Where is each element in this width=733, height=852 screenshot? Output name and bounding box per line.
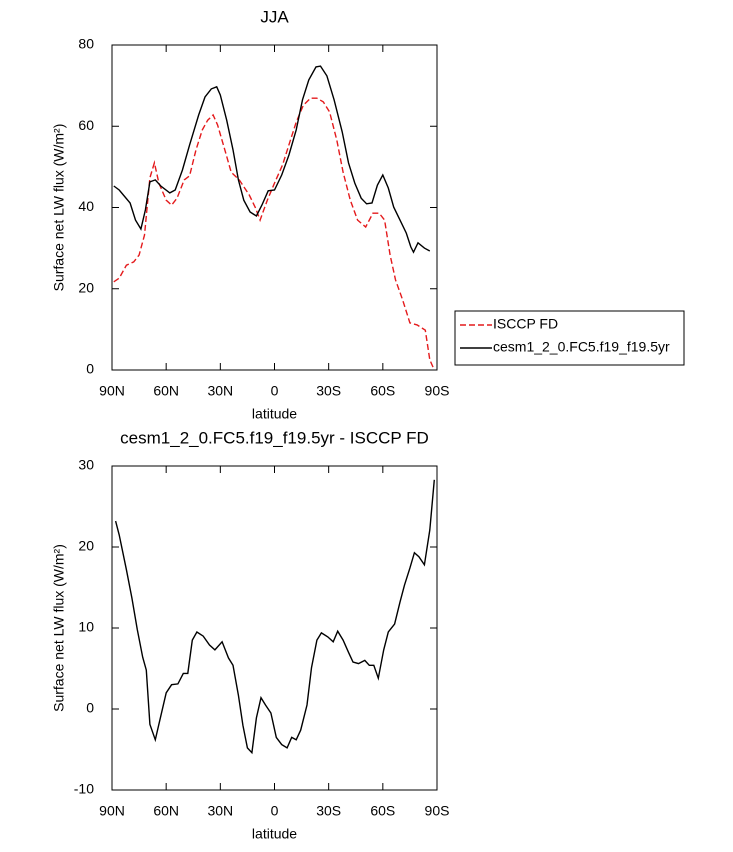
data-line <box>114 479 435 755</box>
plot-frame <box>111 465 438 791</box>
legend-box <box>454 310 685 366</box>
x-tick-label: 0 <box>271 383 279 399</box>
x-tick-label: 60N <box>153 383 179 399</box>
y-tick-label: 0 <box>86 361 94 377</box>
y-tick-label: 60 <box>78 117 94 133</box>
data-line <box>113 97 435 369</box>
y-tick-label: 30 <box>78 457 94 473</box>
x-tick-label: 30N <box>207 803 233 819</box>
chart-title: JJA <box>260 7 289 26</box>
x-tick-label: 90S <box>425 383 450 399</box>
x-tick-label: 60S <box>370 383 395 399</box>
x-tick-label: 60S <box>370 803 395 819</box>
x-tick-label: 30S <box>316 383 341 399</box>
y-tick-label: 10 <box>78 619 94 635</box>
x-tick-label: 0 <box>271 803 279 819</box>
plot-frame <box>111 44 438 371</box>
chart-title: cesm1_2_0.FC5.f19_f19.5yr - ISCCP FD <box>120 428 429 447</box>
y-tick-label: 40 <box>78 198 94 214</box>
x-tick-label: 30N <box>207 383 233 399</box>
x-axis-label: latitude <box>252 406 297 422</box>
data-line <box>113 65 431 254</box>
y-axis-label: Surface net LW flux (W/m²) <box>51 124 67 292</box>
y-tick-label: 20 <box>78 538 94 554</box>
x-tick-label: 90N <box>99 803 125 819</box>
x-tick-label: 90N <box>99 383 125 399</box>
x-tick-label: 90S <box>425 803 450 819</box>
legend-label: cesm1_2_0.FC5.f19_f19.5yr <box>493 339 670 355</box>
legend-label: ISCCP FD <box>493 316 558 332</box>
y-tick-label: 80 <box>78 36 94 52</box>
y-tick-label: 20 <box>78 279 94 295</box>
x-axis-label: latitude <box>252 826 297 842</box>
x-tick-label: 30S <box>316 803 341 819</box>
x-tick-label: 60N <box>153 803 179 819</box>
y-tick-label: 0 <box>86 700 94 716</box>
y-axis-label: Surface net LW flux (W/m²) <box>51 544 67 712</box>
y-tick-label: -10 <box>74 781 94 797</box>
